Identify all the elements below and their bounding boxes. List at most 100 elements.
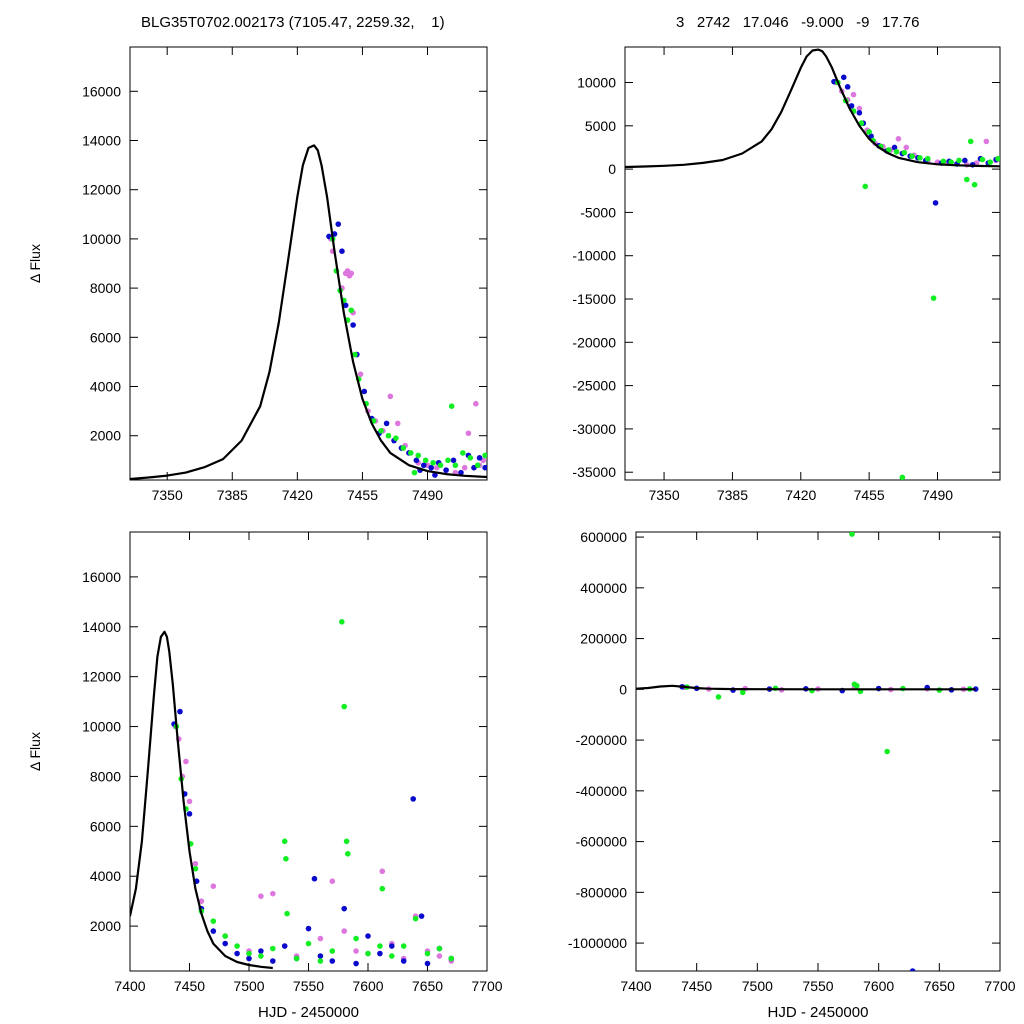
y-tick-label: 0 bbox=[619, 681, 627, 697]
data-point bbox=[222, 940, 228, 947]
data-point bbox=[400, 445, 407, 451]
data-point bbox=[415, 452, 422, 459]
fit-parameters-header: 3 2742 17.046 -9.000 -9 17.76 bbox=[676, 14, 920, 31]
data-point bbox=[246, 955, 252, 962]
data-point bbox=[424, 960, 431, 967]
data-point bbox=[465, 430, 472, 437]
data-point bbox=[428, 464, 435, 471]
data-point bbox=[305, 925, 312, 932]
data-point bbox=[840, 74, 847, 81]
data-point bbox=[353, 960, 359, 967]
data-point bbox=[305, 940, 312, 947]
y-tick-label: 10000 bbox=[82, 719, 121, 735]
data-point bbox=[379, 885, 386, 892]
data-point bbox=[385, 432, 392, 439]
data-point bbox=[352, 351, 358, 358]
data-point bbox=[448, 403, 455, 409]
data-point bbox=[177, 708, 183, 715]
data-point bbox=[186, 798, 193, 805]
data-point bbox=[856, 105, 863, 112]
data-point bbox=[311, 875, 318, 882]
data-point bbox=[476, 455, 483, 461]
plot-frame bbox=[635, 531, 1001, 972]
data-point bbox=[424, 950, 431, 957]
data-point bbox=[995, 155, 1000, 162]
data-point bbox=[234, 943, 240, 949]
y-tick-label: 12000 bbox=[82, 182, 121, 198]
x-tick-label: 7420 bbox=[282, 487, 313, 503]
y-tick-label: -800000 bbox=[576, 884, 628, 900]
model-curve bbox=[625, 48, 1000, 169]
y-tick-label: 2000 bbox=[90, 918, 121, 934]
data-point bbox=[317, 953, 324, 959]
data-point bbox=[284, 910, 290, 917]
model-curve bbox=[130, 630, 273, 970]
data-point bbox=[948, 159, 954, 165]
data-point bbox=[341, 928, 348, 934]
y-tick-label: -15000 bbox=[572, 291, 616, 307]
data-point bbox=[413, 457, 420, 464]
x-tick-label: 7385 bbox=[717, 487, 748, 503]
data-point bbox=[210, 883, 217, 889]
y-tick-label: 4000 bbox=[90, 868, 121, 884]
x-tick-label: 7600 bbox=[863, 978, 894, 994]
data-point bbox=[983, 138, 990, 145]
data-point bbox=[353, 948, 359, 954]
data-point bbox=[341, 905, 348, 912]
x-tick-label: 7490 bbox=[922, 487, 953, 503]
data-point bbox=[350, 322, 356, 328]
x-tick-label: 7455 bbox=[854, 487, 885, 503]
data-point bbox=[339, 618, 345, 625]
data-point bbox=[281, 943, 288, 949]
y-tick-label: 2000 bbox=[90, 428, 121, 444]
y-tick-label: 8000 bbox=[90, 768, 121, 784]
data-point bbox=[979, 156, 986, 163]
data-point bbox=[335, 221, 342, 227]
y-tick-label: 10000 bbox=[577, 75, 616, 91]
data-point bbox=[400, 943, 407, 949]
data-point bbox=[473, 400, 479, 407]
y-tick-label: -600000 bbox=[576, 834, 628, 850]
data-point bbox=[378, 427, 384, 434]
y-tick-label: 200000 bbox=[580, 631, 627, 647]
data-point bbox=[909, 153, 915, 159]
x-tick-label: 7700 bbox=[984, 978, 1015, 994]
data-point bbox=[293, 955, 300, 962]
data-point bbox=[987, 159, 994, 165]
data-point bbox=[436, 945, 443, 952]
data-point bbox=[739, 689, 746, 696]
data-point bbox=[862, 183, 869, 190]
y-tick-label: 4000 bbox=[90, 379, 121, 395]
data-point bbox=[407, 450, 414, 456]
y-tick-label: 16000 bbox=[82, 83, 121, 99]
x-axis-label: HJD - 2450000 bbox=[258, 1004, 359, 1021]
data-point bbox=[361, 388, 368, 395]
data-point bbox=[450, 457, 457, 464]
data-point bbox=[258, 893, 264, 899]
data-point bbox=[210, 928, 217, 934]
data-point bbox=[258, 948, 264, 954]
data-point bbox=[909, 968, 916, 971]
y-tick-label: -400000 bbox=[576, 783, 628, 799]
data-point bbox=[192, 865, 199, 872]
y-tick-label: 12000 bbox=[82, 669, 121, 685]
data-point bbox=[461, 464, 468, 471]
x-tick-label: 7350 bbox=[152, 487, 183, 503]
data-point bbox=[389, 943, 395, 949]
data-point bbox=[452, 462, 459, 469]
data-point bbox=[411, 469, 418, 476]
data-point bbox=[329, 958, 336, 964]
x-tick-label: 7400 bbox=[620, 978, 651, 994]
y-tick-label: 5000 bbox=[585, 118, 616, 134]
x-tick-label: 7650 bbox=[412, 978, 443, 994]
data-point bbox=[967, 138, 974, 145]
y-tick-label: 6000 bbox=[90, 329, 121, 345]
data-point bbox=[460, 450, 466, 456]
data-point bbox=[387, 393, 394, 400]
y-tick-label: -5000 bbox=[580, 204, 616, 220]
x-tick-label: 7420 bbox=[785, 487, 816, 503]
y-tick-label: 8000 bbox=[90, 280, 121, 296]
data-point bbox=[899, 474, 906, 480]
